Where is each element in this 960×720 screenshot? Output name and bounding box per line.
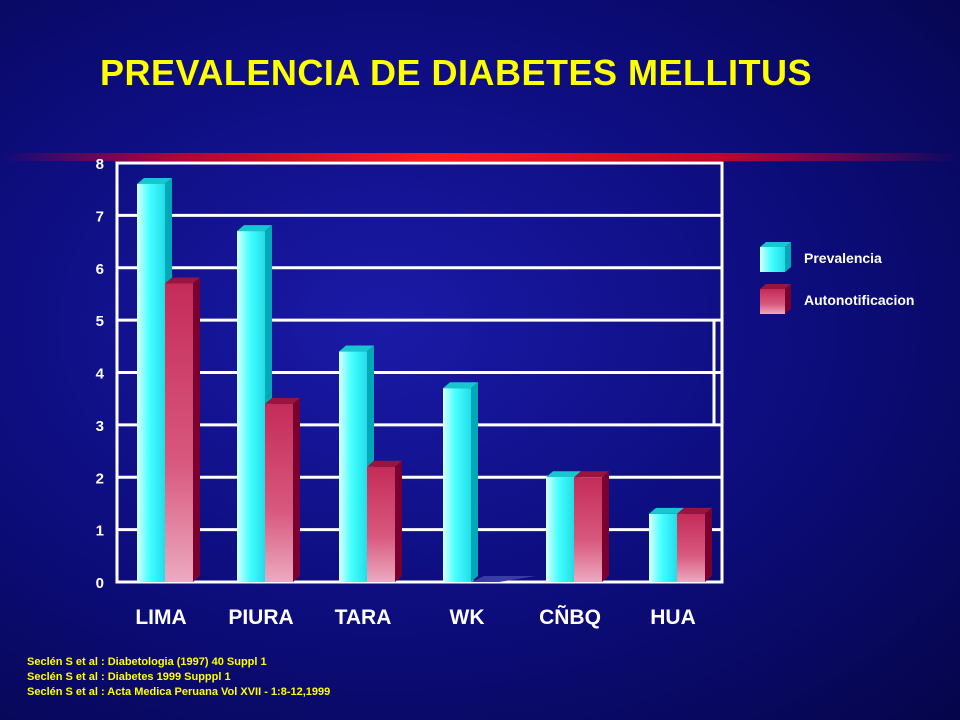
legend-item: Prevalencia: [760, 242, 882, 272]
bar-autonotificacion: [265, 397, 300, 582]
slide-title: PREVALENCIA DE DIABETES MELLITUS: [100, 52, 813, 93]
bar-prevalencia: [546, 471, 581, 582]
title-divider: [0, 153, 960, 161]
x-tick-label: WK: [450, 606, 485, 629]
y-axis-tick-labels: 0 1 2 3 4 5 6 7 8: [96, 156, 105, 592]
bar-front: [574, 477, 602, 582]
x-tick-label: PIURA: [228, 606, 293, 629]
bar-prevalencia: [443, 382, 478, 582]
legend-swatch-top: [760, 284, 791, 289]
x-tick-label: CÑBQ: [539, 606, 601, 629]
gridlines: [117, 213, 722, 532]
bar-front: [677, 513, 705, 582]
bar-side: [705, 507, 712, 582]
bar-side: [602, 471, 609, 582]
legend-swatch-side: [785, 242, 791, 272]
x-tick-label: HUA: [650, 606, 696, 629]
bar-autonotificacion: [471, 576, 536, 582]
bar-side: [293, 397, 300, 582]
bar-autonotificacion: [574, 471, 609, 582]
bar-side: [471, 382, 478, 582]
y-tick-label: 5: [96, 313, 104, 330]
legend-swatch: [760, 289, 785, 314]
bar-chart: 0 1 2 3 4 5 6 7 8 LIMA PIURA TARA WK CÑBQ HUA Prevale…: [96, 156, 914, 629]
y-tick-label: 7: [96, 208, 104, 225]
bar-autonotificacion: [677, 507, 712, 582]
bar-prevalencia: [237, 225, 272, 582]
y-tick-label: 4: [96, 366, 105, 383]
bar-front: [339, 351, 367, 582]
bar-top: [574, 471, 609, 478]
y-tick-label: 1: [96, 523, 104, 540]
bar-top: [265, 397, 300, 404]
bar-side: [193, 277, 200, 582]
bar-autonotificacion: [165, 277, 200, 582]
x-tick-label: TARA: [335, 606, 392, 629]
y-tick-label: 3: [96, 418, 104, 435]
y-tick-label: 2: [96, 470, 104, 487]
bar-top: [443, 382, 478, 389]
legend-swatch: [760, 247, 785, 272]
bar-front: [237, 231, 265, 582]
legend-swatch-side: [785, 284, 791, 314]
y-tick-label: 8: [96, 156, 104, 173]
bar-zero-face: [471, 576, 536, 582]
bar-top: [137, 177, 172, 184]
bar-front: [443, 388, 471, 582]
bar-top: [677, 507, 712, 514]
bar-top: [165, 277, 200, 284]
legend-label: Prevalencia: [804, 250, 882, 266]
bar-top: [546, 471, 581, 478]
bar-prevalencia: [137, 177, 172, 582]
bars: [137, 177, 712, 582]
bar-side: [395, 460, 402, 582]
bar-front: [649, 513, 677, 582]
bar-top: [649, 507, 684, 514]
x-tick-label: LIMA: [135, 606, 186, 629]
x-axis-tick-labels: LIMA PIURA TARA WK CÑBQ HUA: [135, 606, 695, 629]
bar-front: [546, 477, 574, 582]
bar-front: [367, 466, 395, 582]
bar-front: [265, 403, 293, 582]
legend-swatch-top: [760, 242, 791, 247]
legend: Prevalencia Autonotificacion: [760, 242, 914, 314]
bar-autonotificacion: [367, 460, 402, 582]
bar-front: [137, 183, 165, 582]
y-tick-label: 0: [96, 575, 104, 592]
y-tick-label: 6: [96, 261, 104, 278]
reference-line: Seclén S et al : Acta Medica Peruana Vol…: [27, 686, 331, 698]
legend-label: Autonotificacion: [804, 292, 914, 308]
references: Seclén S et al : Diabetologia (1997) 40 …: [27, 655, 330, 700]
bar-top: [237, 225, 272, 232]
bar-top: [367, 460, 402, 467]
reference-line: Seclén S et al : Diabetologia (1997) 40 …: [27, 656, 267, 668]
reference-line: Seclén S et al : Diabetes 1999 Supppl 1: [27, 671, 231, 683]
bar-front: [165, 283, 193, 582]
legend-item: Autonotificacion: [760, 284, 914, 314]
bar-top: [339, 345, 374, 352]
